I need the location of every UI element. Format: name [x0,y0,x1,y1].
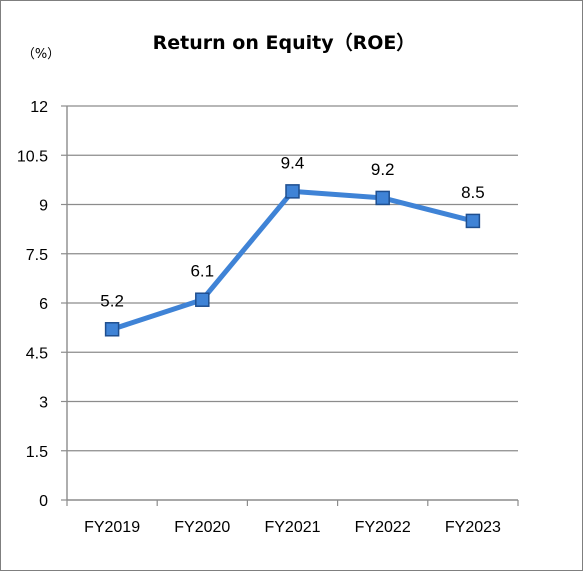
roe-series [104,184,481,337]
data-point-marker [465,213,481,229]
y-tick-label: 4.5 [26,345,48,362]
x-tick-label: FY2022 [355,519,411,536]
gridlines [67,105,518,452]
chart-title: Return on Equity（ROE） [153,31,416,54]
x-tick-label: FY2020 [174,519,230,536]
data-label: 5.2 [100,291,124,310]
y-tick-label: 7.5 [26,247,48,264]
data-point-marker [285,184,300,199]
y-tick-label: 1.5 [26,444,48,461]
x-tick-label: FY2019 [84,519,140,536]
y-tick-label: 9 [39,198,48,215]
data-label: 9.2 [371,160,395,179]
y-tick-label: 0 [39,493,48,510]
x-tick-label: FY2023 [445,519,501,536]
data-point-marker [104,322,120,337]
data-labels: 5.2 6.1 9.4 9.2 8.5 [100,153,484,310]
data-label: 6.1 [190,262,214,281]
y-tick-label: 10.5 [17,148,48,165]
y-tick-label: 6 [39,296,48,313]
y-tick-label: 3 [39,395,48,412]
x-tick-label: FY2021 [264,519,320,536]
data-label: 9.4 [281,153,305,172]
roe-series-line [109,188,476,332]
axes [61,105,519,506]
y-tick-label: 12 [30,99,48,116]
data-label: 8.5 [461,183,485,202]
y-axis-unit-label: （%） [22,47,60,62]
x-axis-tick-labels: FY2019 FY2020 FY2021 FY2022 FY2023 [84,519,501,536]
data-point-marker [375,190,390,206]
data-point-marker [195,292,210,307]
y-axis-tick-labels: 0 1.5 3 4.5 6 7.5 9 10.5 12 [17,99,48,510]
